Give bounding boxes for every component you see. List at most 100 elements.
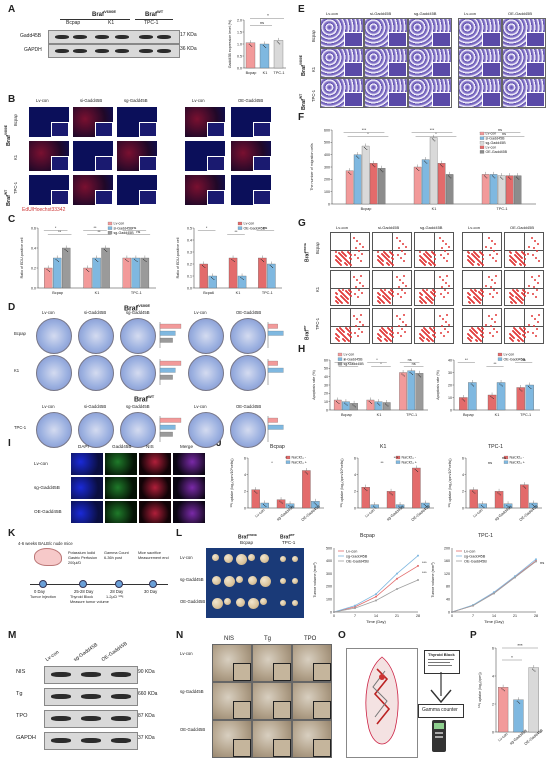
data-point [426, 162, 428, 164]
flow-dot [511, 261, 513, 263]
sig-label: * [271, 460, 273, 465]
series-point [375, 593, 377, 596]
quadrant-line [505, 326, 543, 327]
sig-label: ** [235, 230, 238, 234]
transwell-inset [388, 32, 407, 47]
flow-dot [389, 329, 391, 331]
flow-dot [422, 258, 424, 260]
ihc-inset [273, 700, 291, 719]
flow-dot [385, 335, 387, 337]
bar [421, 159, 430, 205]
bar [159, 323, 182, 329]
flow-dot [349, 290, 351, 292]
colony-dish [78, 412, 114, 448]
flow-dot [434, 291, 436, 293]
immunofluorescence-image [104, 452, 138, 476]
data-point [125, 259, 127, 260]
flow-dot [427, 257, 429, 259]
flow-dot [403, 314, 405, 316]
flow-dot [335, 255, 337, 257]
flow-dot [468, 334, 470, 336]
panel-j-chart-title: K1 [380, 444, 387, 450]
y-tick-label: 0.0 [31, 286, 36, 290]
flow-dot [397, 332, 399, 334]
sig-label: ns [498, 128, 502, 132]
blot-band [81, 672, 101, 677]
timeline-day: 28 Day [110, 589, 124, 594]
flow-dot [471, 331, 473, 333]
flow-dot [467, 255, 469, 257]
y-tick-label: 0.2 [187, 262, 192, 266]
data-point [483, 175, 485, 177]
flow-dot [431, 339, 433, 341]
flow-dot [399, 318, 401, 320]
flow-dot [524, 258, 526, 260]
bar [415, 373, 424, 411]
flow-dot [468, 260, 470, 262]
flow-dot [343, 253, 345, 255]
flow-dot [390, 262, 392, 264]
flow-dot [521, 298, 523, 300]
flow-dot [344, 262, 346, 264]
flow-dot [496, 331, 498, 333]
flow-dot [440, 293, 442, 295]
data-point [417, 374, 419, 376]
flow-dot [404, 331, 406, 333]
data-point [260, 259, 262, 260]
data-point [498, 493, 500, 495]
flow-dot [384, 330, 386, 332]
flow-dot [423, 263, 425, 265]
flow-dot [477, 263, 479, 265]
flow-dot [350, 254, 352, 256]
blot-band [81, 694, 101, 699]
y-tick-label: 0 [330, 610, 332, 614]
panel-l-chart-title: TPC-1 [478, 533, 493, 539]
data-point [442, 166, 444, 168]
flow-dot [481, 253, 483, 255]
flow-dot [350, 264, 352, 266]
timeline-top-text: 200μl/D [68, 561, 82, 565]
flow-dot [349, 331, 351, 333]
blot-band [51, 672, 71, 677]
flow-dot [342, 297, 344, 299]
blot-band [111, 716, 131, 721]
flow-cytometry-plot [414, 270, 454, 306]
panel-i-col-label: Gadd45B [112, 444, 132, 449]
flow-dot [537, 282, 539, 284]
sig-label: ns [136, 230, 140, 234]
panel-o-gamma-box: Gamma counter [418, 704, 464, 718]
transwell-inset [344, 62, 363, 77]
microscopy-inset [253, 121, 271, 137]
flow-dot [426, 256, 428, 258]
flow-dot [443, 335, 445, 337]
panel-d-col-label: OE-Gadd45B [236, 404, 262, 409]
data-point [389, 492, 391, 494]
flow-dot [519, 296, 521, 298]
y-axis-label: Tumor volume (mm³) [313, 562, 317, 598]
flow-dot [536, 289, 538, 291]
flow-dot [432, 252, 434, 254]
flow-dot [391, 263, 393, 265]
panel-o-mouse-illustration [346, 648, 418, 758]
legend-swatch [497, 357, 503, 361]
flow-dot [426, 338, 428, 340]
sig-label: *** [517, 643, 523, 648]
data-point [263, 504, 265, 505]
flow-dot [381, 259, 383, 261]
flow-dot [490, 247, 492, 249]
flow-dot [377, 337, 379, 339]
x-axis-label: Time (Day) [484, 619, 504, 624]
y-axis-label: Tumor volume (mm³) [431, 562, 435, 598]
y-tick-label: 2 [492, 702, 494, 706]
timeline-node [79, 580, 87, 588]
flow-dot [470, 262, 472, 264]
bar [267, 323, 278, 329]
flow-dot [423, 259, 425, 261]
bar [62, 247, 71, 289]
flow-dot [472, 254, 474, 256]
flow-dot [520, 301, 522, 303]
flow-dot [386, 254, 388, 256]
flow-dot [472, 328, 474, 330]
microscopy-inset [95, 189, 113, 205]
